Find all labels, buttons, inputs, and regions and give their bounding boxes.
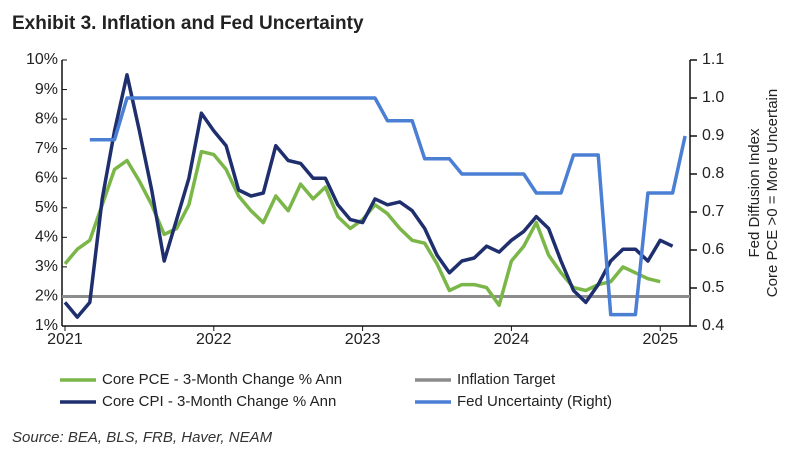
legend-label: Inflation Target (457, 371, 556, 388)
y-tick-label: 2% (35, 288, 58, 305)
y2-tick-label: 0.4 (702, 317, 724, 334)
y-tick-label: 7% (35, 140, 58, 157)
y2-tick-label: 0.9 (702, 127, 724, 144)
y2-tick-label: 1.0 (702, 89, 724, 106)
y-tick-label: 9% (35, 81, 58, 98)
y2-tick-label: 0.6 (702, 241, 724, 258)
y-tick-label: 1% (35, 317, 58, 334)
x-tick-label: 2023 (345, 331, 381, 348)
y-tick-label: 10% (26, 51, 58, 68)
y-tick-label: 8% (35, 110, 58, 127)
y-tick-label: 4% (35, 229, 58, 246)
x-tick-label: 2022 (196, 331, 232, 348)
y2-axis-label: Core PCE >0 = More Uncertain (764, 89, 781, 297)
source-note: Source: BEA, BLS, FRB, Haver, NEAM (12, 429, 273, 446)
series-line (63, 73, 674, 319)
y-tick-label: 6% (35, 169, 58, 186)
y2-axis-label: Fed Diffusion Index (746, 128, 763, 257)
legend-label: Core PCE - 3-Month Change % Ann (102, 371, 342, 388)
y2-tick-label: 0.8 (702, 165, 724, 182)
y2-tick-label: 1.1 (702, 51, 724, 68)
y2-tick-label: 0.5 (702, 279, 724, 296)
y-tick-label: 3% (35, 258, 58, 275)
y2-tick-label: 0.7 (702, 203, 724, 220)
x-tick-label: 2024 (494, 331, 530, 348)
y-tick-label: 5% (35, 199, 58, 216)
legend-label: Fed Uncertainty (Right) (457, 393, 612, 410)
series-line (89, 96, 687, 317)
x-tick-label: 2021 (47, 331, 83, 348)
x-tick-label: 2025 (642, 331, 678, 348)
legend-label: Core CPI - 3-Month Change % Ann (102, 393, 336, 410)
chart-title: Exhibit 3. Inflation and Fed Uncertainty (12, 13, 364, 34)
